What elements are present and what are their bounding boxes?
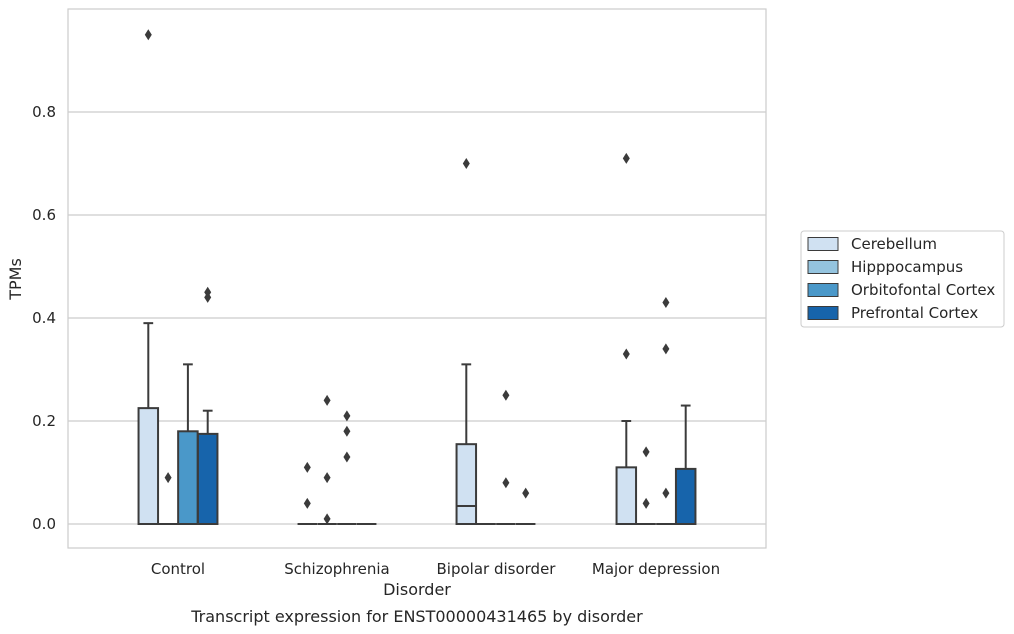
outlier-marker <box>622 152 630 164</box>
x-tick-label: Bipolar disorder <box>437 560 557 578</box>
outlier-marker <box>502 477 510 489</box>
box-series <box>137 322 697 526</box>
legend-item: Cerebellum <box>807 235 937 253</box>
y-tick-label: 0.6 <box>32 206 56 224</box>
outlier-marker <box>164 472 172 484</box>
legend-swatch <box>807 260 839 274</box>
legend-swatch <box>807 237 839 251</box>
outlier-marker <box>642 497 650 509</box>
box-prefrontal-cortex <box>674 404 697 525</box>
legend-label: Orbitofontal Cortex <box>851 281 995 299</box>
outlier-marker <box>502 389 510 401</box>
legend-item: Orbitofontal Cortex <box>807 281 995 299</box>
outlier-marker <box>343 410 351 422</box>
figure-caption: Transcript expression for ENST0000043146… <box>190 607 643 626</box>
box-body <box>196 432 219 525</box>
y-tick-label: 0.0 <box>32 515 56 533</box>
outlier-marker <box>323 472 331 484</box>
legend-label: Prefrontal Cortex <box>851 304 978 322</box>
box-prefrontal-cortex <box>196 409 219 525</box>
y-tick-label: 0.4 <box>32 309 56 327</box>
outlier-marker <box>642 446 650 458</box>
outlier-marker <box>522 487 530 499</box>
x-tick-label: Schizophrenia <box>284 560 389 578</box>
legend-swatch <box>807 306 839 320</box>
outlier-marker <box>662 297 670 309</box>
outlier-marker <box>144 29 152 41</box>
box-body <box>615 466 638 526</box>
y-tick-labels: 0.0 0.2 0.4 0.6 0.8 <box>32 103 56 533</box>
y-tick-label: 0.8 <box>32 103 56 121</box>
outlier-marker <box>303 497 311 509</box>
outlier-marker <box>343 425 351 437</box>
y-tick-label: 0.2 <box>32 412 56 430</box>
box-cerebellum <box>455 363 478 525</box>
box-body <box>674 467 697 525</box>
box-body <box>177 430 199 525</box>
y-axis-label: TPMs <box>6 258 25 301</box>
outlier-marker <box>204 291 212 303</box>
legend-label: Cerebellum <box>851 235 937 253</box>
x-tick-label: Major depression <box>592 560 720 578</box>
outlier-points <box>144 29 670 525</box>
outlier-marker <box>462 158 470 169</box>
outlier-marker <box>662 343 670 355</box>
box-cerebellum <box>615 420 638 526</box>
outlier-marker <box>323 513 331 525</box>
outlier-marker <box>662 487 670 499</box>
legend-item: Prefrontal Cortex <box>807 304 978 322</box>
outlier-marker <box>343 451 351 463</box>
plot-area <box>67 8 767 549</box>
x-tick-label: Control <box>151 560 205 578</box>
legend-swatch <box>807 283 839 297</box>
outlier-marker <box>303 461 311 473</box>
outlier-marker <box>622 348 630 360</box>
outlier-marker <box>323 394 331 406</box>
legend-label: Hipppocampus <box>851 258 963 276</box>
legend-frame <box>800 230 1005 328</box>
box-body <box>137 407 160 525</box>
x-axis-label: Disorder <box>383 580 451 599</box>
box-cerebellum <box>137 322 160 525</box>
legend-item: Hipppocampus <box>807 258 963 276</box>
x-tick-labels: Control Schizophrenia Bipolar disorder Majo… <box>151 560 720 578</box>
legend: Cerebellum Hipppocampus Orbitofontal Corte… <box>800 230 1005 328</box>
box-body <box>455 443 478 525</box>
